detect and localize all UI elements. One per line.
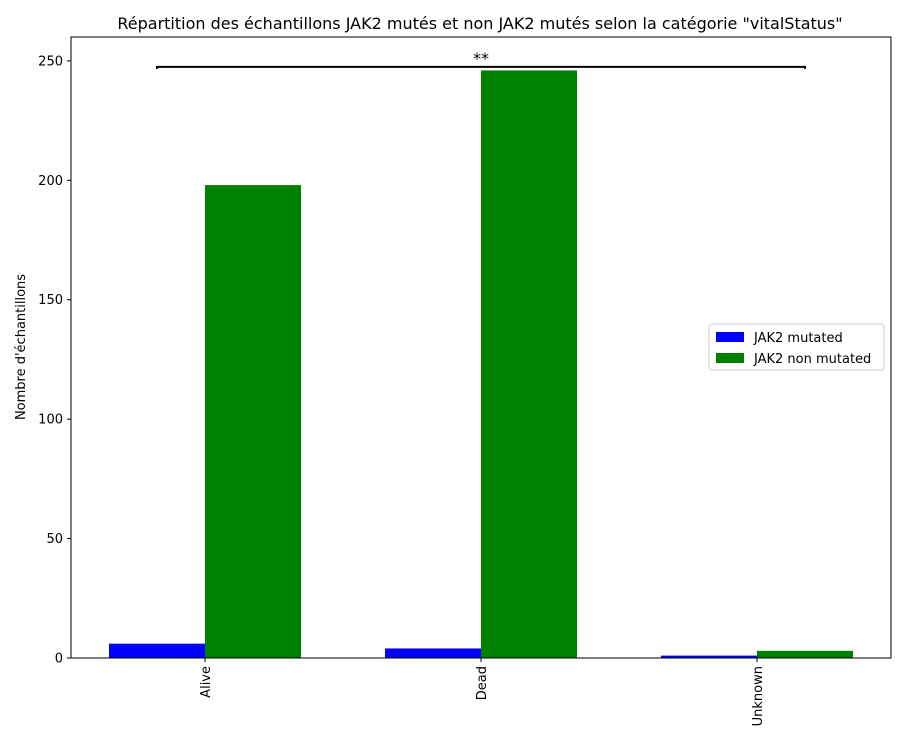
significance-bracket xyxy=(156,65,806,69)
legend: JAK2 mutated JAK2 non mutated xyxy=(708,323,885,371)
y-tick-label: 50 xyxy=(46,532,63,547)
y-tick-label: 200 xyxy=(38,174,63,189)
bars-group xyxy=(109,70,853,659)
x-tick-label-unknown: Unknown xyxy=(751,666,766,726)
chart-title: Répartition des échantillons JAK2 mutés … xyxy=(117,14,842,33)
y-tick-label: 150 xyxy=(38,293,63,308)
y-tick-label: 0 xyxy=(55,652,63,667)
y-tick-label: 100 xyxy=(38,413,63,428)
x-axis: Alive Dead Unknown xyxy=(199,658,766,726)
x-tick-label-alive: Alive xyxy=(199,666,214,698)
bar-jak2-non-mutated-dead xyxy=(481,70,577,658)
y-axis-label: Nombre d'échantillons xyxy=(14,274,29,420)
legend-label-jak2-mutated: JAK2 mutated xyxy=(753,331,843,346)
legend-label-jak2-non-mutated: JAK2 non mutated xyxy=(753,352,871,367)
legend-box xyxy=(708,323,885,371)
legend-swatch-jak2-non-mutated xyxy=(716,353,744,363)
bar-jak2-mutated-alive xyxy=(109,643,205,658)
y-tick-label: 250 xyxy=(38,54,63,69)
x-tick-label-dead: Dead xyxy=(475,666,490,700)
y-axis: 0 50 100 150 200 250 xyxy=(38,54,71,667)
bar-jak2-mutated-unknown xyxy=(661,655,757,658)
bar-jak2-non-mutated-alive xyxy=(205,185,301,659)
legend-swatch-jak2-mutated xyxy=(716,332,744,342)
bar-jak2-mutated-dead xyxy=(385,648,481,658)
bar-jak2-non-mutated-unknown xyxy=(757,650,853,658)
significance-annotation: ** xyxy=(156,49,806,69)
significance-label: ** xyxy=(473,49,489,68)
